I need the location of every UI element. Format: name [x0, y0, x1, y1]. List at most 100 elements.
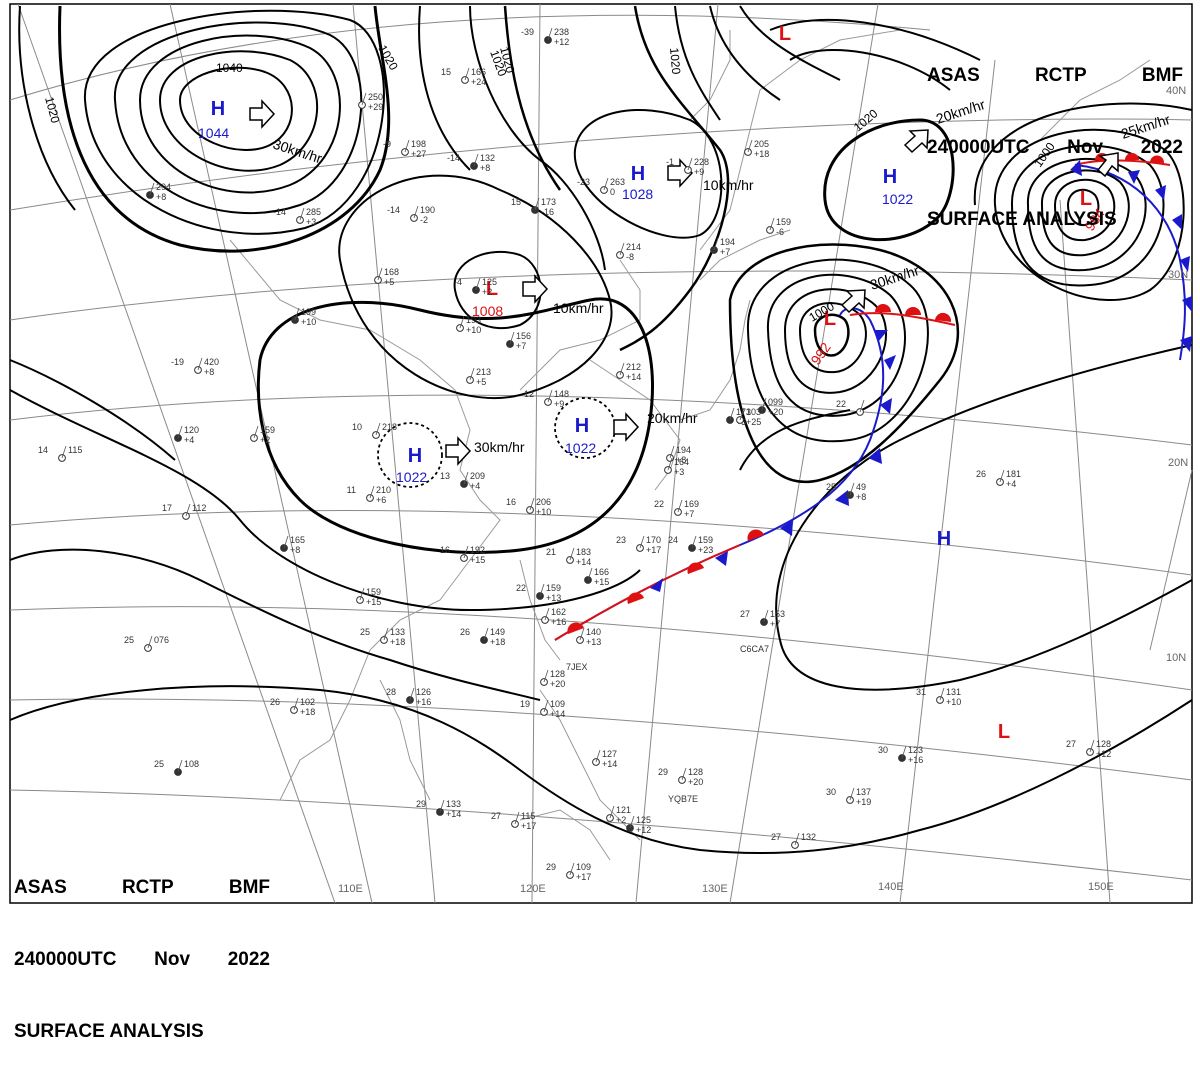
station-temperature: -1 [666, 157, 674, 167]
low-pressure-marker: L [779, 23, 791, 45]
station-plot: 212+14 [616, 362, 641, 382]
warm-front-984 [1074, 159, 1171, 166]
station-plot: 11 210+6 [347, 485, 391, 505]
station-plot: 16 206+10 [506, 497, 551, 517]
station-plot: 26 149+18 [460, 627, 505, 647]
station-tendency: +8 [156, 192, 166, 202]
station-plot: 27 115+17 [491, 811, 536, 831]
station-plot: 22 159+13 [516, 583, 561, 603]
station-plot: 159+2 [250, 425, 275, 445]
station-plot: 29 128+20 [658, 767, 703, 787]
station-pressure: 131 [946, 687, 961, 697]
station-pressure: 168 [384, 267, 399, 277]
station-pressure: 102 [300, 697, 315, 707]
pressure-value: 1028 [622, 186, 653, 202]
station-temperature: 21 [546, 547, 556, 557]
isobar-label: 1040 [216, 61, 243, 75]
station-plot: 15 166+24 [441, 67, 486, 87]
station-pressure: 205 [754, 139, 769, 149]
station-plot: 24 159+23 [668, 535, 713, 555]
station-plot: 28 126+16 [386, 687, 431, 707]
station-temperature: 31 [916, 687, 926, 697]
station-tendency: +19 [856, 797, 871, 807]
station-temperature: 27 [1066, 739, 1076, 749]
station-tendency: +12 [1096, 749, 1111, 759]
motion-speed-label: 30km/hr [474, 439, 525, 455]
station-tendency: +2 [260, 435, 270, 445]
ship-id-label: C6CA7 [740, 644, 769, 654]
station-plot: 14 115 [38, 445, 82, 462]
station-plot: 31 131+10 [916, 687, 961, 707]
station-tendency: +8 [290, 545, 300, 555]
station-tendency: +16 [551, 617, 566, 627]
station-temperature: 22 [654, 499, 664, 509]
station-pressure: 173 [541, 197, 556, 207]
station-pressure: 153 [770, 609, 785, 619]
low-pressure-marker: L [998, 721, 1010, 743]
station-tendency: +8 [480, 163, 490, 173]
station-tendency: +17 [646, 545, 661, 555]
isobar-label: 1020 [497, 45, 518, 75]
station-tendency: +10 [466, 325, 481, 335]
ship-id-label: YQB7E [668, 794, 698, 804]
station-pressure: 228 [694, 157, 709, 167]
motion-speed-label: 10km/hr [703, 177, 754, 193]
header-time: 240000UTC [14, 949, 117, 970]
station-temperature: 22 [836, 399, 846, 409]
station-plot: 099+20 [758, 397, 783, 417]
station-pressure: 125 [636, 815, 651, 825]
high-pressure-marker: H [211, 98, 225, 120]
station-tendency: +18 [300, 707, 315, 717]
station-temperature: 25 [826, 482, 836, 492]
station-pressure: 127 [602, 749, 617, 759]
pressure-value: 1022 [396, 469, 427, 485]
station-plot: -1 228+9 [666, 157, 709, 177]
header-year: 2022 [1140, 137, 1183, 158]
station-tendency: +14 [602, 759, 617, 769]
station-pressure: 137 [856, 787, 871, 797]
station-plot: -14 285+3 [273, 207, 321, 227]
station-plot: 30 137+19 [826, 787, 871, 807]
station-temperature: 28 [386, 687, 396, 697]
station-pressure: 128 [550, 669, 565, 679]
station-pressure: 183 [576, 547, 591, 557]
station-tendency: -6 [776, 227, 784, 237]
isobars [9, 5, 1193, 855]
station-plot: 26 181+4 [976, 469, 1021, 489]
station-temperature: 30 [826, 787, 836, 797]
station-pressure: 194 [720, 237, 735, 247]
station-tendency: +20 [688, 777, 703, 787]
station-tendency: +15 [366, 597, 381, 607]
station-pressure: 218 [382, 422, 397, 432]
station-plot: 214-8 [616, 242, 641, 262]
station-tendency: +17 [576, 872, 591, 882]
header-agency: ASAS [927, 65, 980, 86]
station-plot: 199+10 [291, 307, 316, 327]
station-plot: 205+18 [744, 139, 769, 159]
ship-id-label: 7JEX [566, 662, 588, 672]
station-plot: 159+15 [356, 587, 381, 607]
station-plot: 12 148+9 [524, 389, 569, 409]
station-temperature: 16 [506, 497, 516, 507]
longitude-label: 130E [702, 883, 728, 895]
station-pressure: 128 [1096, 739, 1111, 749]
station-pressure: 49 [856, 482, 866, 492]
longitude-label: 120E [520, 883, 546, 895]
station-pressure: 193 [466, 315, 481, 325]
header-month: Nov [154, 949, 191, 970]
station-plot: 26 102+18 [270, 697, 315, 717]
station-plot: 166+15 [584, 567, 609, 587]
station-tendency: 0 [610, 187, 615, 197]
station-temperature: 19 [520, 699, 530, 709]
station-tendency: +14 [576, 557, 591, 567]
station-tendency: +15 [470, 555, 485, 565]
station-plot: 128+20 [540, 669, 565, 689]
station-plot: -9 198+27 [383, 139, 426, 159]
high-pressure-marker: H [631, 163, 645, 185]
latitude-label: 20N [1168, 457, 1188, 469]
station-tendency: +5 [476, 377, 486, 387]
station-tendency: +29 [368, 102, 383, 112]
station-tendency: +2 [616, 815, 626, 825]
station-pressure: 115 [521, 811, 535, 821]
station-temperature: -39 [521, 27, 534, 37]
